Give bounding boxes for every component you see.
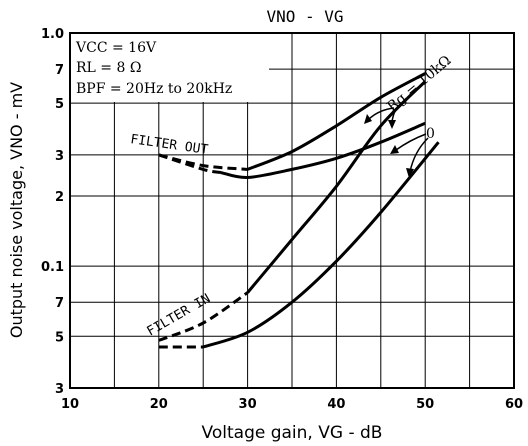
condition-bpf: BPF = 20Hz to 20kHz	[76, 81, 232, 97]
series-filter-out-rg-0-solid	[220, 121, 426, 180]
y-tick-labels: 1.0 7 5 3 2 0.1 7 5 3	[41, 27, 64, 397]
x-tick-label: 40	[327, 397, 345, 412]
chart-title: VNO - VG	[266, 7, 343, 26]
series-filter-in-rg-0-solid	[202, 141, 440, 349]
y-tick-label: 3	[55, 382, 64, 397]
arrowhead-rg-10k-lower	[388, 120, 396, 129]
arrowhead-rg-0-upper	[390, 145, 399, 154]
arrowhead-rg-10k-upper	[364, 114, 372, 124]
x-tick-label: 30	[239, 397, 257, 412]
y-tick-label: 5	[55, 97, 64, 112]
y-tick-label: 2	[55, 190, 64, 205]
y-tick-label: 5	[55, 330, 64, 345]
x-tick-label: 60	[505, 397, 523, 412]
y-tick-label: 0.1	[41, 260, 64, 275]
series-filter-in-rg-10k-solid	[246, 80, 427, 294]
condition-rl: RL = 8 Ω	[76, 60, 141, 76]
x-tick-label: 10	[61, 397, 79, 412]
y-tick-label: 7	[55, 296, 64, 311]
series-filter-in-rg-10k-dashed	[158, 291, 249, 342]
annotation-rg-10k: Rg = 10kΩ	[384, 53, 454, 115]
series-filter-out-rg-10k-dashed	[158, 153, 248, 171]
arrow-rg-0-upper	[395, 133, 427, 151]
x-tick-label: 20	[150, 397, 168, 412]
condition-vcc: VCC = 16V	[75, 40, 157, 56]
series-lines	[158, 72, 440, 349]
series-filter-out-rg-0-dashed	[158, 153, 222, 175]
y-tick-label: 3	[55, 149, 64, 164]
arrowhead-rg-0-lower	[406, 168, 414, 178]
annotation-rg-0: 0	[426, 126, 435, 142]
series-filter-out-rg-10k-solid	[247, 72, 426, 171]
y-tick-label: 7	[55, 63, 64, 78]
annotation-filter-out: FILTER OUT	[129, 132, 209, 158]
y-tick-label: 1.0	[41, 27, 64, 42]
x-axis-label: Voltage gain, VG - dB	[202, 423, 383, 443]
conditions-box-bg	[71, 34, 269, 102]
x-tick-labels: 10 20 30 40 50 60	[61, 397, 523, 412]
x-tick-label: 50	[416, 397, 434, 412]
grid-lines	[70, 33, 514, 388]
y-axis-label: Output noise voltage, VNO - mV	[7, 82, 26, 338]
